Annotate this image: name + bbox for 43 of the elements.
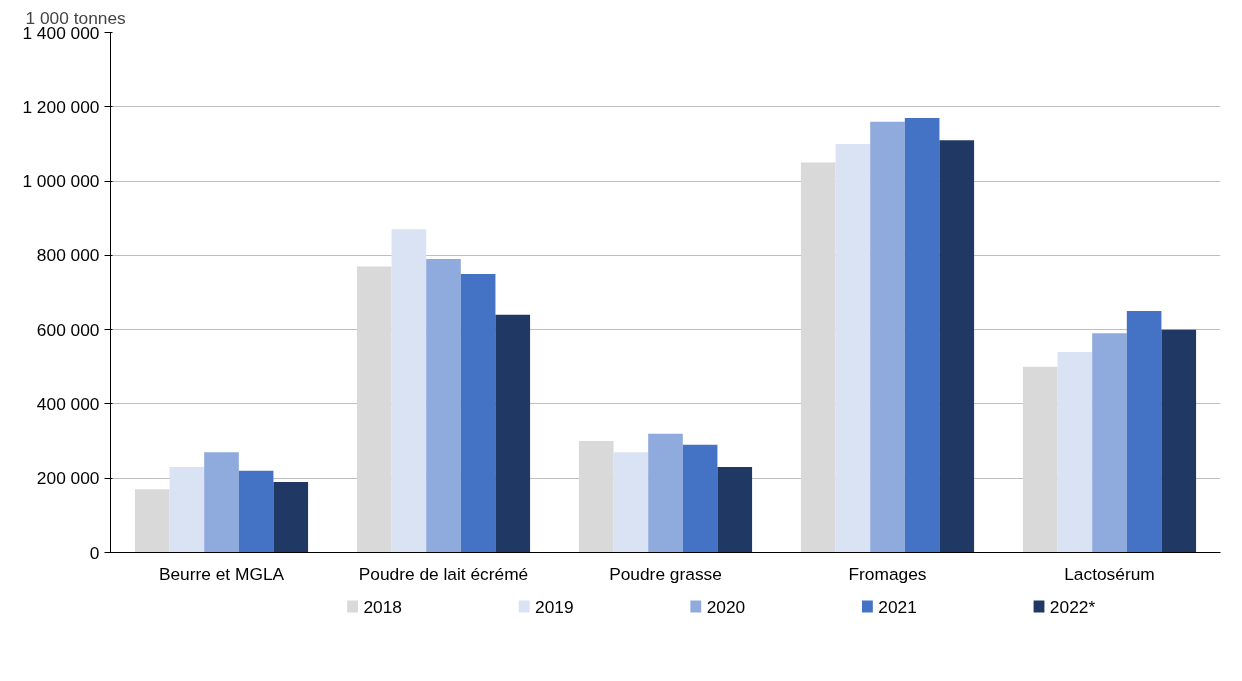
bar bbox=[238, 470, 274, 553]
bar bbox=[391, 229, 427, 553]
y-tick-label: 0 bbox=[89, 542, 100, 563]
bar bbox=[648, 433, 683, 553]
bar bbox=[1057, 351, 1093, 553]
legend-label: 2018 bbox=[363, 596, 402, 617]
y-tick-label: 600 000 bbox=[36, 319, 100, 340]
bar bbox=[800, 162, 836, 553]
bar bbox=[717, 467, 753, 553]
bar bbox=[356, 266, 392, 553]
bar bbox=[426, 259, 461, 553]
bar bbox=[204, 452, 239, 553]
legend-label: 2021 bbox=[878, 596, 917, 617]
bar bbox=[134, 489, 170, 553]
bar bbox=[169, 467, 205, 553]
bar bbox=[1161, 329, 1197, 553]
bar bbox=[904, 117, 940, 553]
bar bbox=[870, 121, 905, 553]
bar bbox=[939, 140, 975, 553]
bar bbox=[1022, 366, 1058, 553]
bar bbox=[578, 441, 614, 553]
bar bbox=[1126, 311, 1162, 553]
bar bbox=[495, 314, 531, 553]
legend-label: 2022* bbox=[1049, 596, 1096, 617]
bar bbox=[835, 143, 871, 553]
y-tick-label: 800 000 bbox=[36, 245, 100, 266]
x-tick-label: Lactosérum bbox=[1064, 563, 1155, 584]
y-tick-label: 400 000 bbox=[36, 393, 100, 414]
bar bbox=[273, 481, 309, 553]
x-tick-label: Fromages bbox=[848, 563, 927, 584]
y-tick-label: 1 000 000 bbox=[22, 171, 100, 192]
y-axis-title: 1 000 tonnes bbox=[25, 7, 127, 28]
legend-label: 2020 bbox=[706, 596, 746, 617]
bar bbox=[613, 452, 649, 553]
bar bbox=[460, 273, 496, 553]
x-tick-label: Poudre grasse bbox=[609, 563, 722, 584]
y-tick-label: 1 200 000 bbox=[22, 96, 100, 117]
legend-label: 2019 bbox=[535, 596, 574, 617]
bar bbox=[1092, 333, 1127, 553]
y-tick-label: 200 000 bbox=[36, 468, 100, 489]
x-tick-label: Poudre de lait écrémé bbox=[358, 563, 529, 584]
bar bbox=[682, 444, 718, 553]
x-tick-label: Beurre et MGLA bbox=[158, 563, 285, 584]
